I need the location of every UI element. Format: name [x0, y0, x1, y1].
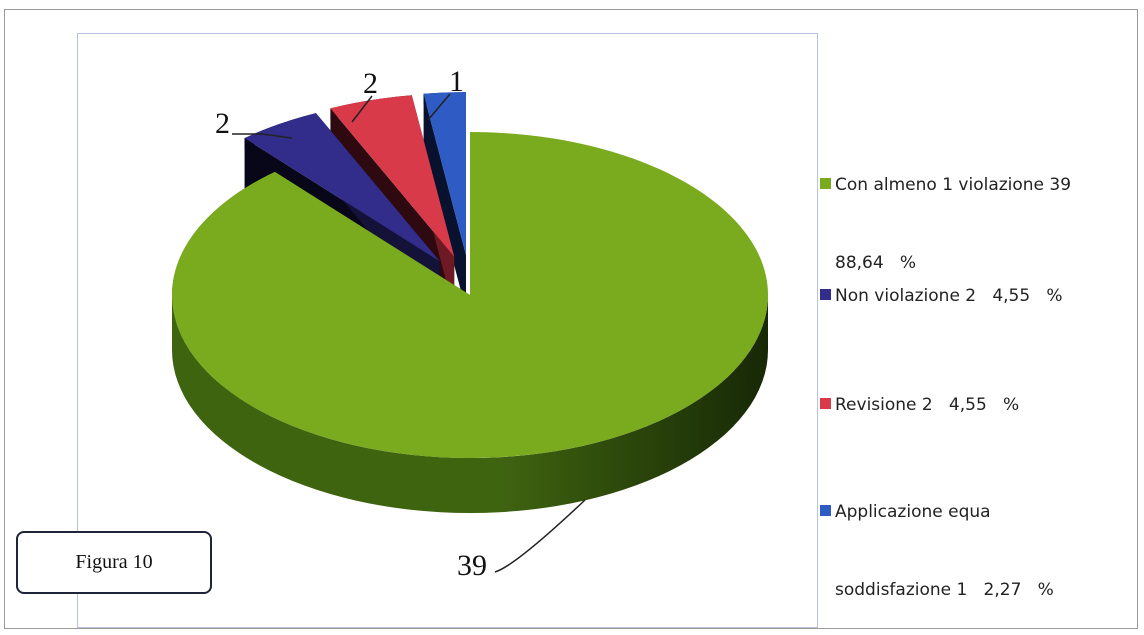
pie-slice-applicazione [423, 92, 467, 256]
legend-item-revisione: Revisione 2 4,55 % [820, 340, 1130, 444]
legend-text-violazione-1: Con almeno 1 violazione 39 [835, 175, 1072, 195]
pie-slice-non-violazione [244, 113, 440, 262]
pie-slice-revisione [330, 95, 455, 257]
data-label-applicazione: 1 [427, 65, 464, 121]
data-label-violazione: 39 [457, 499, 586, 582]
legend-text-applicazione-2: soddisfazione 1 2,27 % [835, 580, 1054, 600]
leader-line-non-violazione [232, 133, 293, 139]
pie-slice-violazione [171, 132, 768, 458]
leader-line-applicazione [427, 93, 451, 121]
data-label-revisione: 2 [351, 67, 378, 123]
legend-item-applicazione: Applicazione equa soddisfazione 1 2,27 % [820, 447, 1130, 629]
figure-caption-box: Figura 10 [16, 531, 212, 594]
legend-text-violazione-2: 88,64 % [835, 253, 917, 273]
data-label-text-violazione: 39 [457, 549, 487, 582]
leader-line-violazione [494, 499, 586, 573]
figure-caption: Figura 10 [75, 551, 153, 573]
data-label-text-non-violazione: 2 [215, 107, 230, 140]
legend-text-applicazione-1: Applicazione equa [835, 502, 991, 522]
leader-line-revisione [351, 95, 373, 123]
legend-item-non-violazione: Non violazione 2 4,55 % [820, 231, 1130, 335]
legend-swatch-violazione [820, 178, 831, 189]
legend-text-revisione: Revisione 2 4,55 % [835, 395, 1020, 415]
data-label-non-violazione: 2 [215, 107, 293, 140]
outer-frame [4, 9, 1138, 629]
legend-text-non-violazione: Non violazione 2 4,55 % [835, 286, 1063, 306]
data-label-text-revisione: 2 [363, 67, 378, 100]
legend-swatch-applicazione [820, 505, 831, 516]
legend-item-violazione: Con almeno 1 violazione 39 88,64 % [820, 120, 1130, 302]
data-label-text-applicazione: 1 [449, 65, 464, 98]
plot-area [77, 33, 818, 628]
legend-swatch-non-violazione [820, 289, 831, 300]
legend-swatch-revisione [820, 398, 831, 409]
